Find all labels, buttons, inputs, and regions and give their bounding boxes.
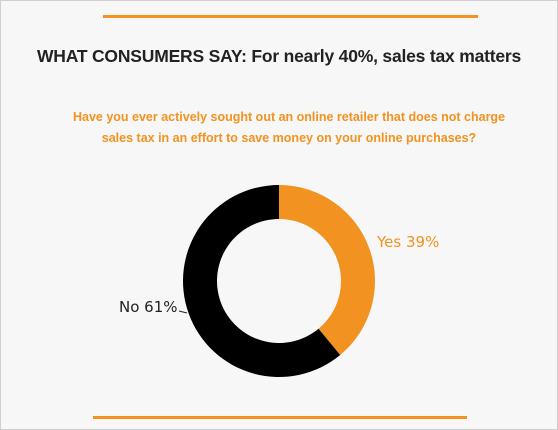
slice-yes: [279, 185, 375, 355]
slice-label-yes: Yes 39%: [376, 233, 439, 251]
top-divider: [103, 15, 478, 18]
slice-label-no: No 61%: [119, 298, 178, 316]
label-leader-line: [178, 310, 188, 314]
slice-no: [182, 185, 341, 378]
survey-question: Have you ever actively sought out an onl…: [72, 110, 506, 145]
bottom-divider: [93, 416, 467, 419]
chart-title: WHAT CONSUMERS SAY: For nearly 40%, sale…: [36, 46, 522, 66]
